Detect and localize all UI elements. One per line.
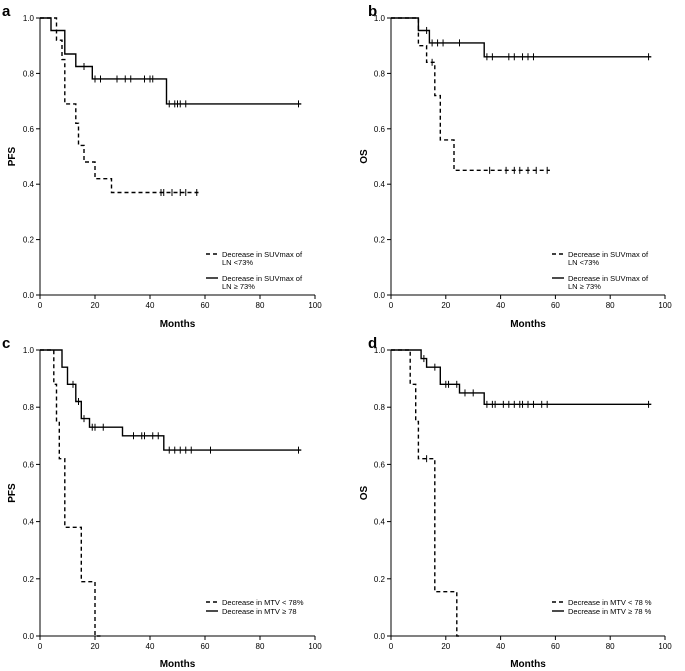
- y-tick-label: 0.0: [374, 291, 386, 300]
- y-tick-label: 0.2: [374, 575, 386, 584]
- km-curve-dashed: [40, 349, 101, 637]
- x-axis-label: Months: [160, 659, 196, 670]
- y-tick-label: 1.0: [374, 14, 386, 23]
- x-tick-label: 100: [658, 301, 672, 310]
- y-tick-label: 0.0: [23, 291, 35, 300]
- y-tick-label: 0.0: [374, 632, 386, 641]
- km-curve-dashed: [391, 17, 550, 172]
- legend-label: LN ≥ 73%: [568, 282, 601, 291]
- km-curve-solid: [40, 17, 302, 105]
- panel-a: a 0 20 40 60 80 100 0.0 0.2 0.4 0.6 0.8 1.0 Months PFS…: [2, 3, 322, 330]
- x-tick-label: 0: [389, 642, 394, 651]
- x-tick-label: 60: [201, 642, 210, 651]
- y-tick-label: 0.4: [374, 180, 386, 189]
- km-curve-solid: [391, 349, 652, 405]
- y-tick-label: 0.2: [374, 236, 386, 245]
- x-axis-label: Months: [160, 319, 196, 330]
- x-tick-label: 100: [658, 642, 672, 651]
- panel-letter: b: [368, 3, 377, 20]
- legend-label: Decrease in MTV < 78%: [222, 598, 304, 607]
- legend-label: Decrease in MTV ≥ 78 %: [568, 607, 652, 616]
- legend-label: Decrease in SUVmax of: [222, 250, 303, 259]
- x-axis-label: Months: [510, 319, 546, 330]
- legend-label: Decrease in MTV ≥ 78: [222, 607, 297, 616]
- legend-label: Decrease in SUVmax of: [568, 250, 649, 259]
- x-axis-label: Months: [510, 659, 546, 670]
- x-tick-label: 0: [38, 642, 43, 651]
- panel-c: c 0 20 40 60 80 100 0.0 0.2 0.4 0.6 0.8 1.0 Months PFS…: [2, 335, 322, 670]
- x-tick-label: 40: [146, 642, 155, 651]
- y-axis-label: PFS: [7, 483, 18, 503]
- y-tick-label: 0.0: [23, 632, 35, 641]
- panel-letter: c: [2, 335, 10, 352]
- panel-letter: a: [2, 3, 11, 20]
- x-tick-label: 40: [496, 642, 505, 651]
- x-tick-label: 80: [256, 301, 265, 310]
- x-tick-label: 60: [551, 642, 560, 651]
- y-tick-label: 1.0: [23, 346, 35, 355]
- legend-label: Decrease in SUVmax of: [222, 274, 303, 283]
- x-tick-label: 60: [201, 301, 210, 310]
- y-tick-label: 0.4: [23, 518, 35, 527]
- y-tick-label: 1.0: [374, 346, 386, 355]
- x-tick-label: 60: [551, 301, 560, 310]
- y-tick-label: 0.8: [23, 403, 35, 412]
- y-tick-label: 0.2: [23, 236, 35, 245]
- legend-label: LN <73%: [568, 258, 599, 267]
- x-tick-label: 40: [496, 301, 505, 310]
- x-tick-label: 80: [256, 642, 265, 651]
- panel-b: b 0 20 40 60 80 100 0.0 0.2 0.4 0.6 0.8 1.0 Months OS D…: [359, 3, 672, 330]
- x-tick-label: 80: [606, 642, 615, 651]
- x-tick-label: 20: [441, 301, 450, 310]
- y-tick-label: 0.8: [23, 69, 35, 78]
- y-tick-label: 0.4: [374, 518, 386, 527]
- x-tick-label: 20: [441, 642, 450, 651]
- x-tick-label: 0: [38, 301, 43, 310]
- legend-label: Decrease in MTV < 78 %: [568, 598, 652, 607]
- y-axis-label: OS: [359, 485, 370, 500]
- legend-label: LN ≥ 73%: [222, 282, 255, 291]
- y-tick-label: 0.6: [374, 460, 386, 469]
- y-tick-label: 0.6: [374, 125, 386, 134]
- y-tick-label: 0.8: [374, 69, 386, 78]
- y-tick-label: 0.8: [374, 403, 386, 412]
- legend-label: LN <73%: [222, 258, 253, 267]
- y-tick-label: 0.6: [23, 125, 35, 134]
- x-tick-label: 100: [308, 642, 322, 651]
- x-tick-label: 20: [91, 642, 100, 651]
- x-tick-label: 0: [389, 301, 394, 310]
- km-curve-solid: [40, 349, 302, 451]
- y-axis-label: PFS: [7, 146, 18, 166]
- km-curve-dashed: [391, 349, 460, 637]
- y-tick-label: 0.4: [23, 180, 35, 189]
- x-tick-label: 80: [606, 301, 615, 310]
- x-tick-label: 20: [91, 301, 100, 310]
- panel-letter: d: [368, 335, 377, 352]
- y-tick-label: 1.0: [23, 14, 35, 23]
- x-tick-label: 40: [146, 301, 155, 310]
- x-tick-label: 100: [308, 301, 322, 310]
- y-axis-label: OS: [359, 149, 370, 164]
- legend-label: Decrease in SUVmax of: [568, 274, 649, 283]
- panel-d: d 0 20 40 60 80 100 0.0 0.2 0.4 0.6 0.8 1.0 Months OS D…: [359, 335, 672, 670]
- km-curve-solid: [391, 17, 652, 58]
- km-curve-dashed: [40, 17, 200, 194]
- y-tick-label: 0.2: [23, 575, 35, 584]
- y-tick-label: 0.6: [23, 460, 35, 469]
